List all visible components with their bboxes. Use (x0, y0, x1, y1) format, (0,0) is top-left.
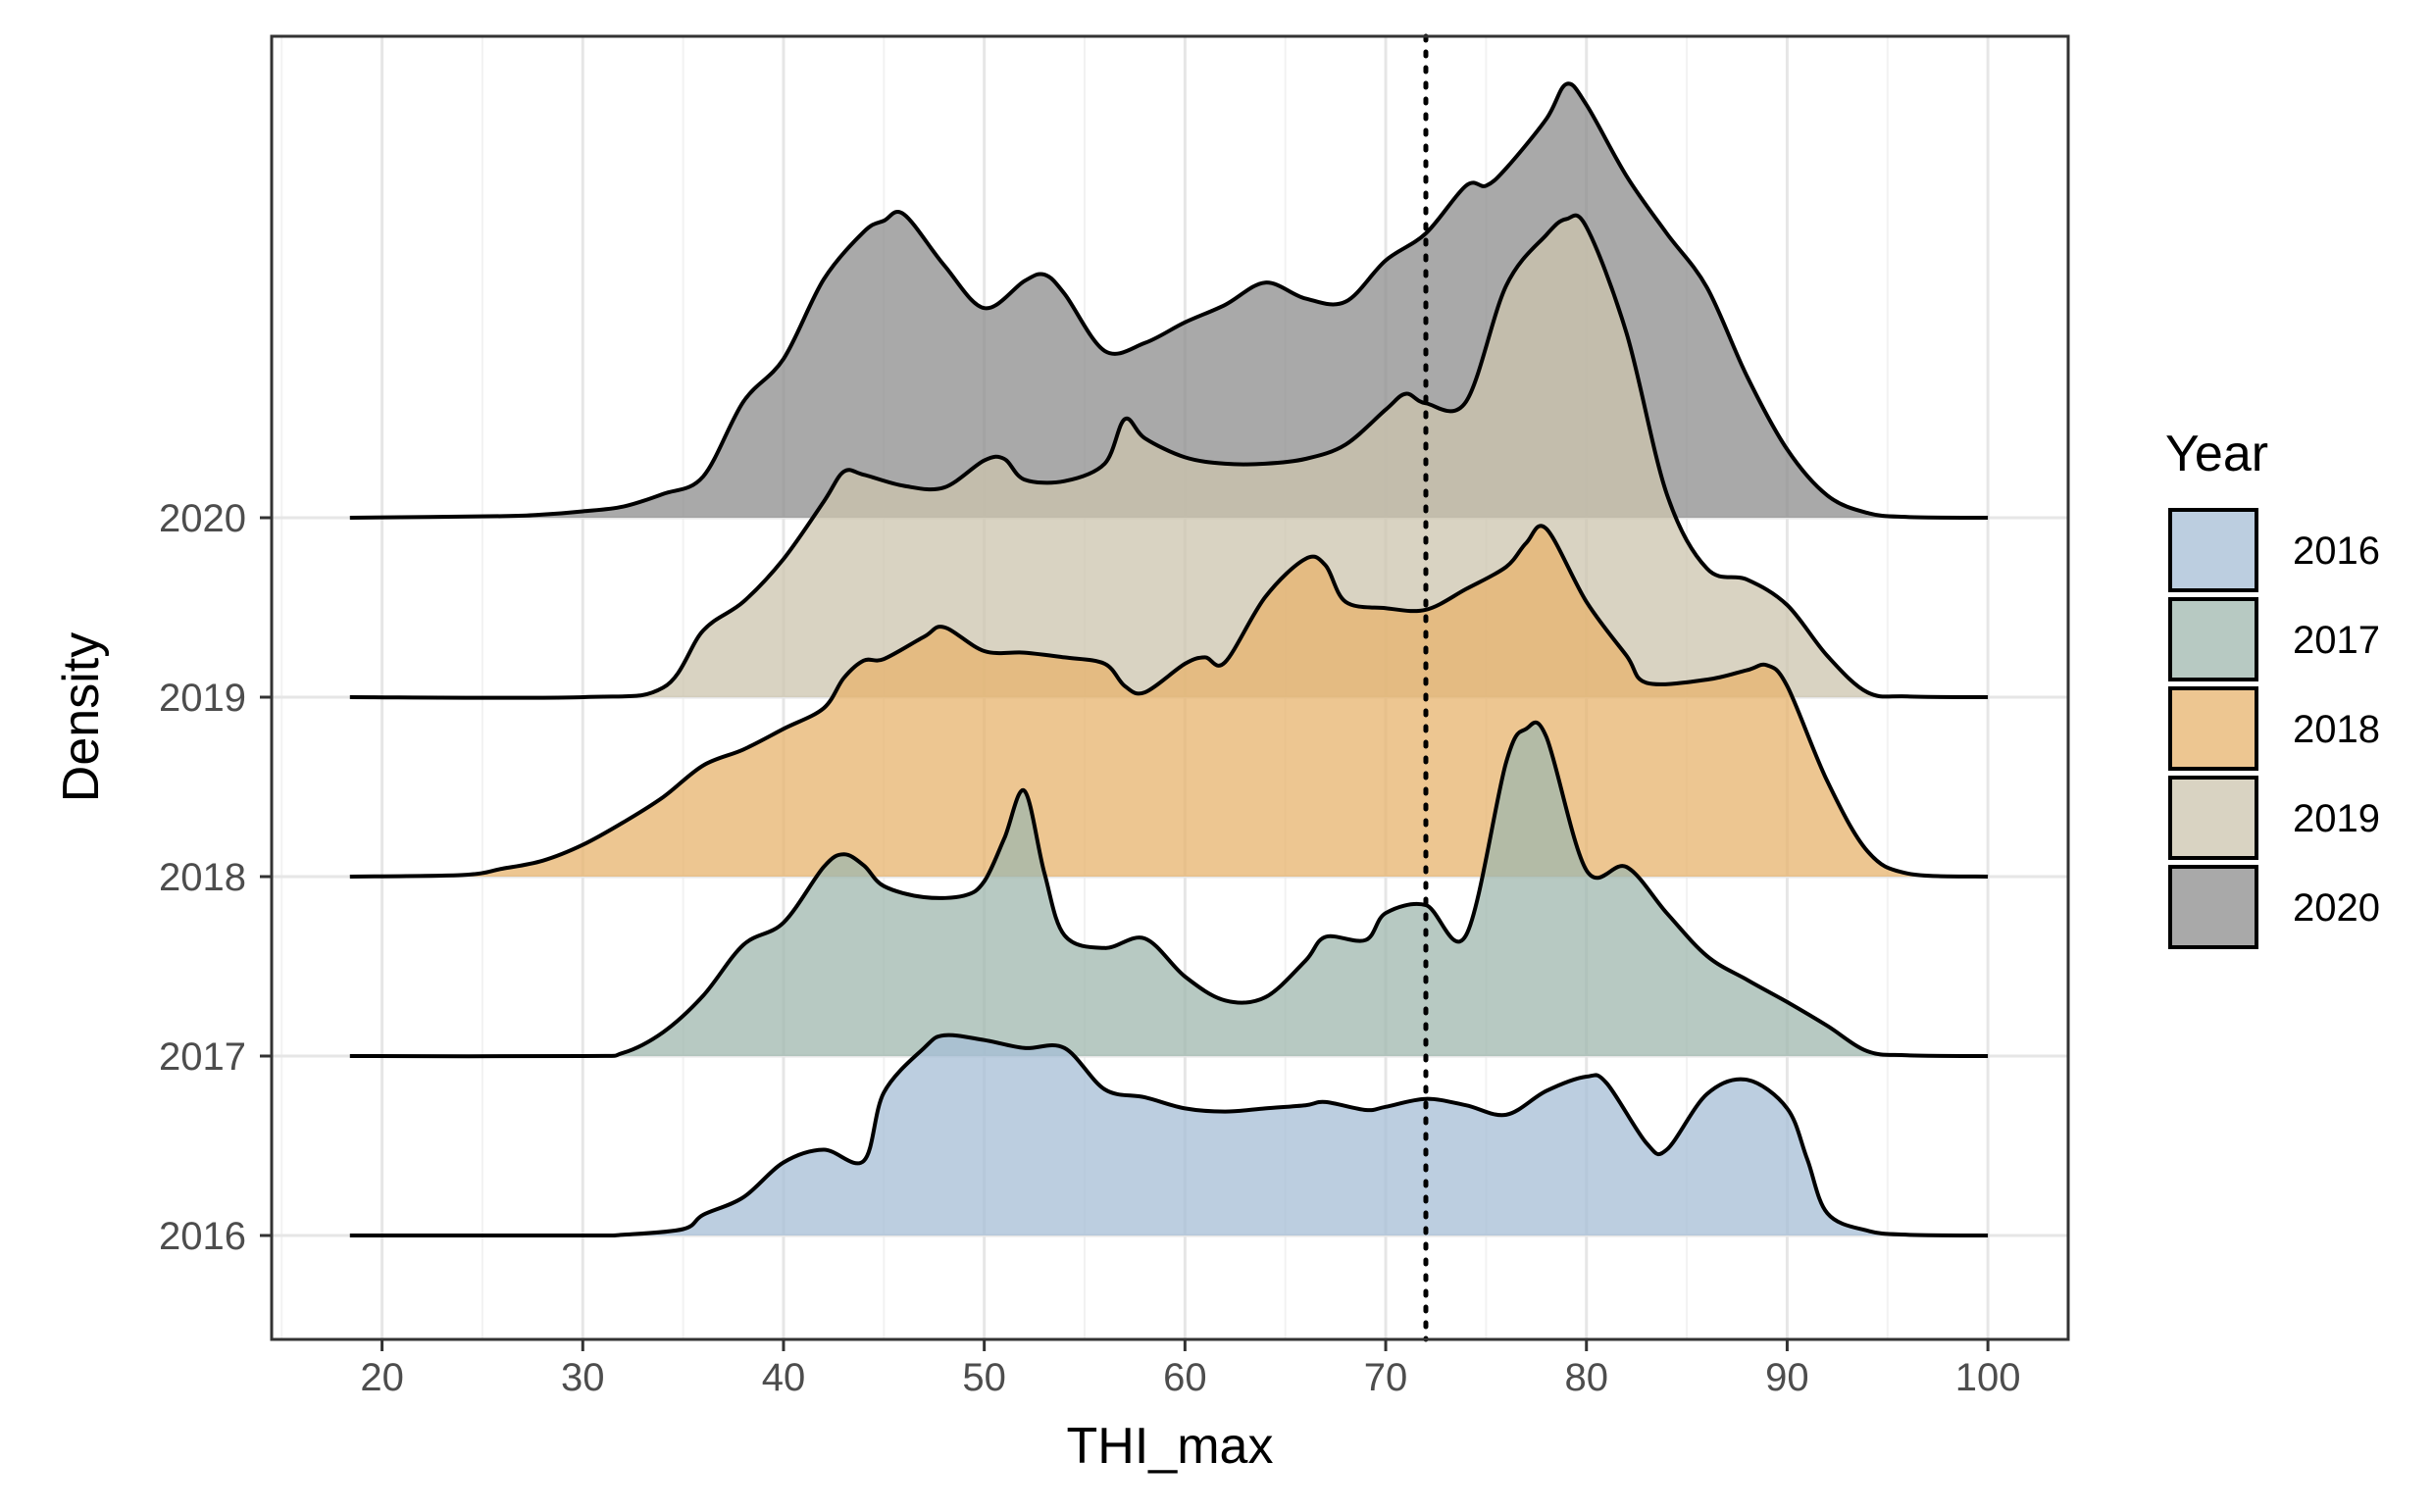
ridge-fill-2016 (349, 1034, 1989, 1236)
ridge-line-2019 (349, 213, 1989, 700)
x-tick-label: 100 (1955, 1356, 2021, 1399)
x-tick-label: 20 (360, 1356, 404, 1399)
x-tick-label: 30 (561, 1356, 605, 1399)
legend: Year 2016 2017 2018 2019 2020 (2165, 426, 2380, 949)
ridge-line-2017 (349, 720, 1989, 1059)
y-tick-label: 2020 (159, 497, 246, 540)
y-tick-label: 2016 (159, 1215, 246, 1258)
legend-swatch-2016 (2168, 508, 2258, 592)
legend-swatch-2018 (2168, 686, 2258, 771)
density-ridges (349, 81, 1989, 1238)
legend-label-2019: 2019 (2293, 797, 2380, 840)
ridge-line-2020 (349, 81, 1989, 520)
x-tick-label: 70 (1364, 1356, 1408, 1399)
x-axis-title: THI_max (1067, 1418, 1274, 1475)
legend-label-2016: 2016 (2293, 529, 2380, 573)
legend-items: 2016 2017 2018 2019 2020 (2168, 508, 2380, 949)
legend-swatch-2019 (2168, 776, 2258, 860)
y-axis-title: Density (53, 632, 110, 802)
axes: 20 30 40 50 60 70 80 90 100 2016 2017 2018 2019 2020 (159, 497, 2020, 1399)
ridge-line-2018 (349, 524, 1989, 879)
ridge-fill-2019 (349, 215, 1989, 698)
y-tick-label: 2017 (159, 1035, 246, 1079)
ridge-fill-2018 (349, 526, 1989, 877)
legend-label-2020: 2020 (2293, 886, 2380, 930)
legend-title: Year (2165, 426, 2268, 482)
y-tick-label: 2019 (159, 677, 246, 720)
panel-border (270, 34, 2070, 1341)
ridge-line-2016 (349, 1033, 1989, 1238)
legend-label-2018: 2018 (2293, 708, 2380, 751)
x-tick-label: 90 (1765, 1356, 1809, 1399)
x-tick-label: 40 (762, 1356, 806, 1399)
x-tick-label: 50 (962, 1356, 1006, 1399)
legend-swatch-2017 (2168, 597, 2258, 681)
legend-swatch-2020 (2168, 865, 2258, 949)
legend-label-2017: 2017 (2293, 619, 2380, 662)
y-tick-label: 2018 (159, 856, 246, 899)
x-tick-label: 80 (1564, 1356, 1608, 1399)
ridge-fill-2017 (349, 722, 1989, 1057)
x-tick-label: 60 (1163, 1356, 1207, 1399)
